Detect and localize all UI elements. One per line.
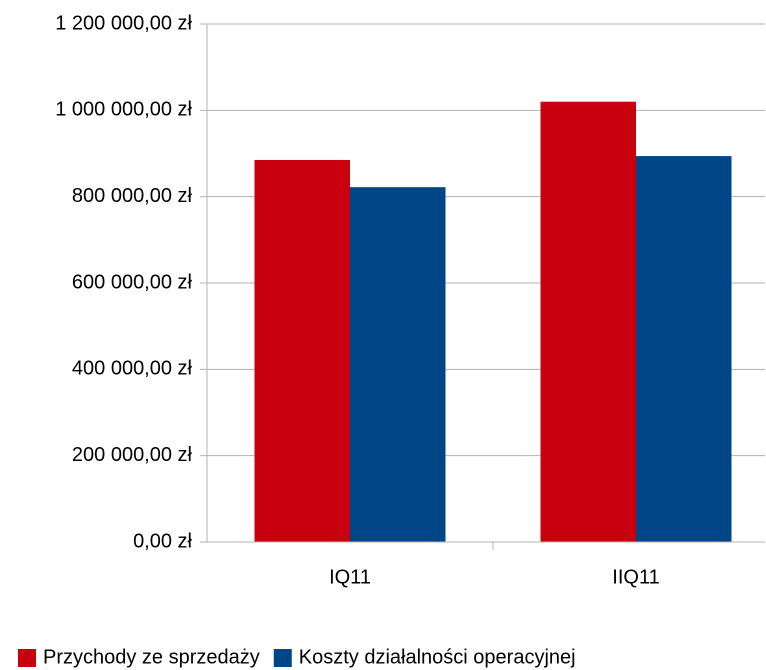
y-tick-label: 1 200 000,00 zł (55, 12, 192, 34)
x-tick-label: IIQ11 (612, 566, 659, 588)
legend-label: Przychody ze sprzedaży (43, 646, 260, 668)
x-tick-label: IQ11 (329, 566, 371, 588)
legend-swatch (273, 649, 292, 667)
y-tick-label: 0,00 zł (133, 530, 192, 552)
y-tick-label: 600 000,00 zł (72, 271, 193, 293)
legend-label: Koszty działalności operacyjnej (299, 646, 576, 668)
y-tick-label: 400 000,00 zł (72, 358, 193, 380)
legend-swatch (18, 649, 36, 667)
bar (254, 159, 350, 542)
bar (636, 156, 732, 542)
y-tick-label: 800 000,00 zł (72, 185, 193, 207)
bar (540, 101, 636, 542)
y-tick-label: 1 000 000,00 zł (55, 99, 192, 121)
bar (350, 187, 446, 543)
y-tick-label: 200 000,00 zł (72, 444, 193, 466)
